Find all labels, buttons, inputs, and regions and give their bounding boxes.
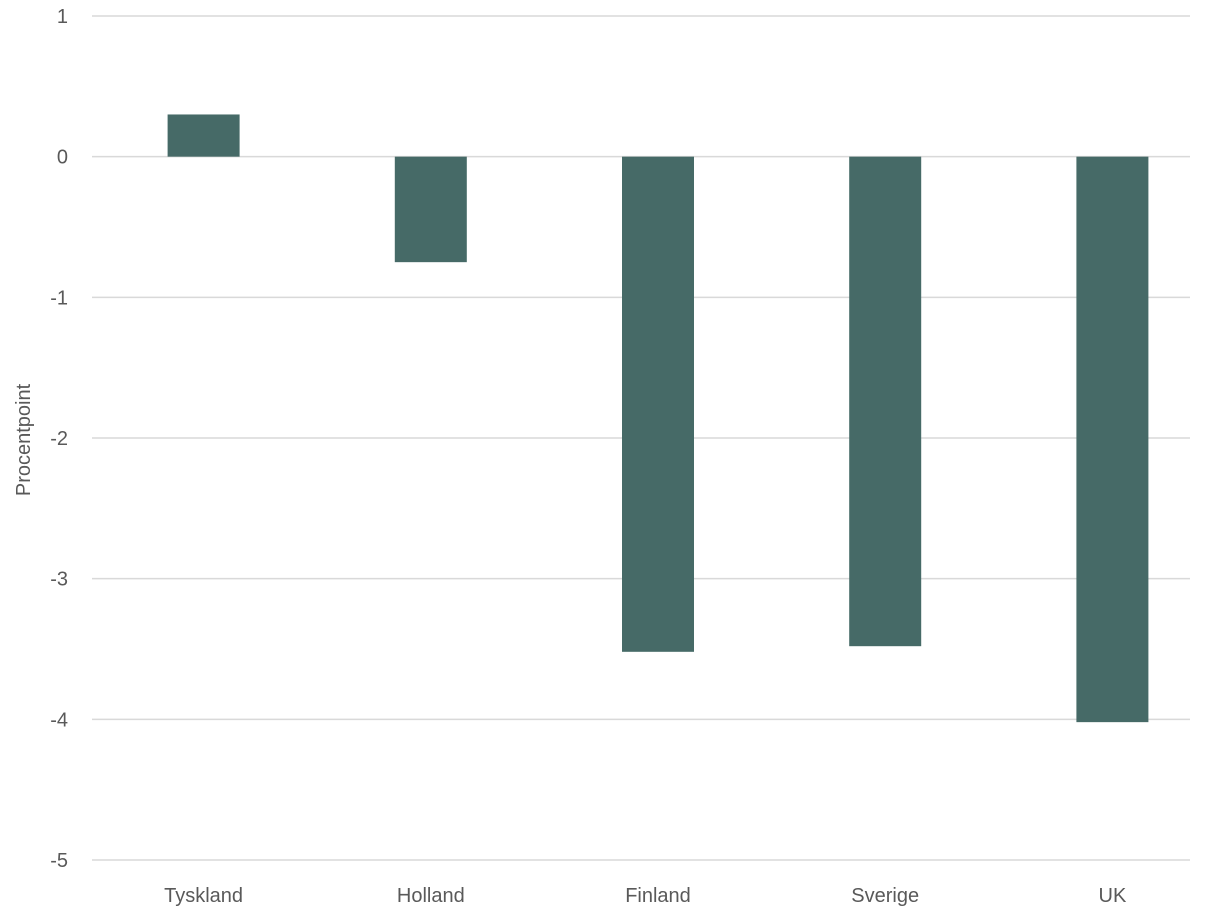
x-category-label: Sverige xyxy=(851,885,919,907)
y-tick-label: 1 xyxy=(57,6,68,28)
x-category-label: Finland xyxy=(625,885,691,907)
bar-holland xyxy=(394,156,467,263)
y-axis-ticks: 1 0 -1 -2 -3 -4 -5 xyxy=(50,6,68,872)
bar-sverige xyxy=(849,156,922,647)
x-axis-categories: Tyskland Holland Finland Sverige UK xyxy=(164,885,1127,907)
y-axis-title: Procentpoint xyxy=(13,383,35,496)
y-tick-label: -3 xyxy=(50,569,68,591)
x-category-label: UK xyxy=(1099,885,1127,907)
bar-finland xyxy=(622,156,694,652)
x-category-label: Holland xyxy=(397,885,465,907)
x-category-label: Tyskland xyxy=(164,885,243,907)
bar-tyskland xyxy=(167,114,240,157)
bar-uk xyxy=(1076,156,1149,723)
y-tick-label: -5 xyxy=(50,850,68,872)
y-tick-label: -4 xyxy=(50,709,68,731)
y-tick-label: 0 xyxy=(57,147,68,169)
y-tick-label: -2 xyxy=(50,428,68,450)
y-tick-label: -1 xyxy=(50,287,68,309)
bars xyxy=(167,114,1149,723)
